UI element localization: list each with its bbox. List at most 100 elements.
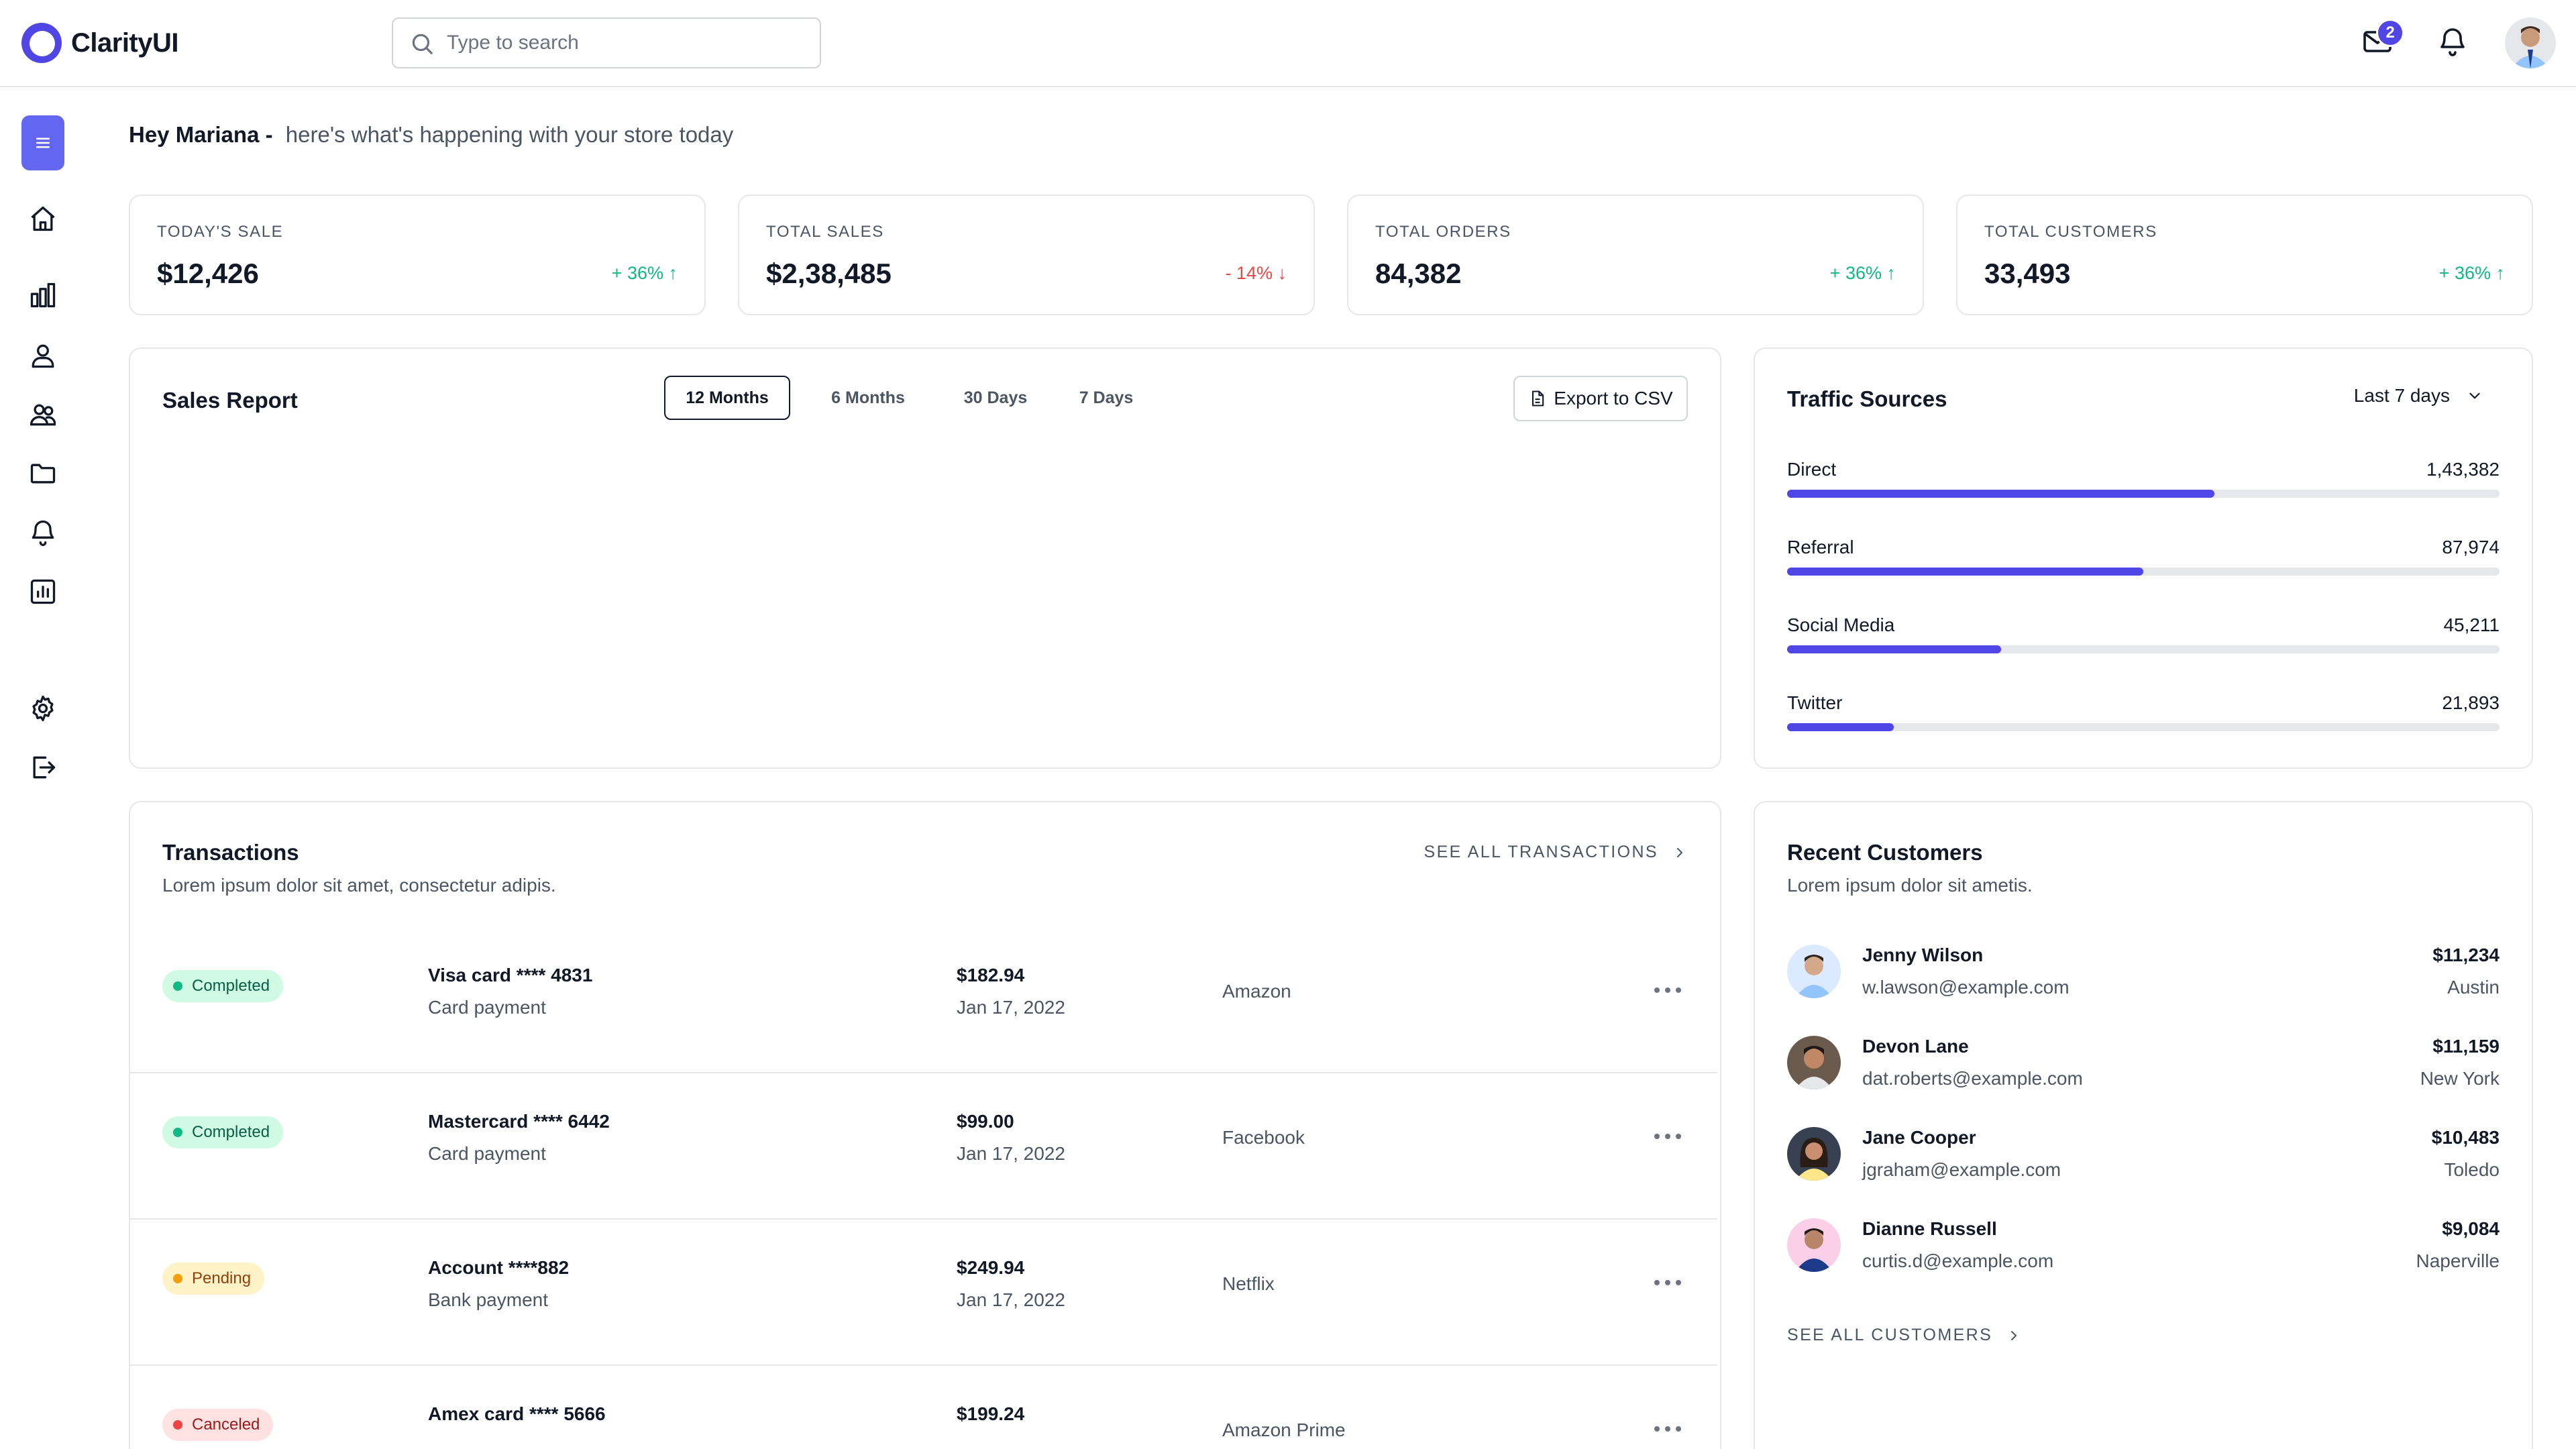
- transaction-method: Card payment: [428, 1143, 546, 1164]
- transaction-merchant: Amazon: [1222, 981, 1291, 1002]
- sidebar-toggle-button[interactable]: [21, 115, 64, 170]
- traffic-value: 1,43,382: [2426, 459, 2500, 480]
- traffic-label: Social Media: [1787, 614, 1895, 635]
- customer-city: Austin: [2447, 977, 2500, 998]
- transaction-row[interactable]: Pending Account ****882 Bank payment $24…: [130, 1220, 1717, 1366]
- stat-change-text: + 36%: [611, 263, 663, 283]
- period-dropdown[interactable]: Last 7 days: [2354, 385, 2483, 407]
- status-badge: Pending: [162, 1263, 265, 1295]
- traffic-value: 21,893: [2442, 692, 2500, 713]
- bar-chart-icon[interactable]: [28, 280, 58, 310]
- customer-email: jgraham@example.com: [1862, 1159, 2061, 1180]
- transaction-card: Amex card **** 5666: [428, 1403, 606, 1424]
- transaction-date: Jan 17, 2022: [957, 1143, 1065, 1164]
- customers-title: Recent Customers: [1787, 840, 1983, 865]
- stat-card-total-orders: TOTAL ORDERS 84,382 + 36% ↑: [1347, 195, 1924, 315]
- see-all-transactions-link[interactable]: SEE ALL TRANSACTIONS: [1424, 843, 1688, 862]
- users-icon[interactable]: [28, 400, 58, 429]
- file-icon: [1532, 390, 1544, 407]
- logo[interactable]: ClarityUI: [20, 21, 179, 64]
- more-options-icon[interactable]: [1653, 1131, 1682, 1142]
- home-icon[interactable]: [28, 204, 58, 233]
- search-box[interactable]: [392, 17, 821, 68]
- traffic-sources-card: Traffic Sources Last 7 days Direct 1,43,…: [1754, 347, 2533, 769]
- transaction-row[interactable]: Canceled Amex card **** 5666 $199.24 Ama…: [130, 1366, 1717, 1449]
- menu-icon: [36, 138, 50, 148]
- search-input[interactable]: [447, 19, 809, 67]
- user-icon[interactable]: [28, 341, 58, 370]
- see-all-customers-link[interactable]: SEE ALL CUSTOMERS: [1787, 1326, 2022, 1345]
- range-tab-7-days[interactable]: 7 Days: [1079, 388, 1134, 407]
- traffic-bar-fill: [1787, 490, 2215, 498]
- status-dot: [173, 1420, 182, 1430]
- settings-icon[interactable]: [28, 694, 58, 723]
- stat-label: TOTAL ORDERS: [1375, 223, 1511, 241]
- stat-change: - 14% ↓: [1225, 263, 1287, 284]
- folder-icon[interactable]: [28, 459, 58, 488]
- customer-name: Jane Cooper: [1862, 1127, 1976, 1148]
- transaction-amount: $99.00: [957, 1111, 1014, 1132]
- transaction-row[interactable]: Completed Visa card **** 4831 Card payme…: [130, 927, 1717, 1073]
- traffic-bar-track: [1787, 490, 2500, 498]
- transaction-date: Jan 17, 2022: [957, 997, 1065, 1018]
- customer-row[interactable]: Jenny Wilson w.lawson@example.com $11,23…: [1787, 945, 2500, 1012]
- bell-icon[interactable]: [2436, 25, 2469, 58]
- transaction-amount: $249.94: [957, 1257, 1025, 1278]
- customer-name: Devon Lane: [1862, 1036, 1969, 1057]
- range-tab-30-days[interactable]: 30 Days: [963, 388, 1028, 407]
- transaction-card: Visa card **** 4831: [428, 965, 593, 985]
- more-options-icon[interactable]: [1653, 1277, 1682, 1288]
- transaction-merchant: Facebook: [1222, 1127, 1305, 1148]
- status-badge: Completed: [162, 1116, 284, 1148]
- traffic-bar-track: [1787, 645, 2500, 653]
- export-csv-label: Export to CSV: [1554, 388, 1673, 409]
- arrow-down-icon: ↓: [1277, 263, 1287, 283]
- user-avatar-image: [2505, 17, 2556, 68]
- customer-row[interactable]: Devon Lane dat.roberts@example.com $11,1…: [1787, 1036, 2500, 1103]
- notifications-icon[interactable]: [28, 518, 58, 547]
- traffic-row-social-media: Social Media 45,211: [1787, 614, 2500, 668]
- stat-value: 84,382: [1375, 258, 1462, 289]
- stat-change-text: - 14%: [1225, 263, 1273, 283]
- customer-row[interactable]: Jane Cooper jgraham@example.com $10,483 …: [1787, 1127, 2500, 1194]
- customer-amount: $11,234: [2432, 945, 2500, 965]
- customer-email: curtis.d@example.com: [1862, 1250, 2054, 1271]
- avatar: [1787, 1036, 1841, 1089]
- chevron-down-icon: [2469, 392, 2480, 399]
- more-options-icon[interactable]: [1653, 985, 1682, 996]
- avatar-image: [1787, 1036, 1841, 1089]
- traffic-bar-fill: [1787, 645, 2001, 653]
- stat-card-total-customers: TOTAL CUSTOMERS 33,493 + 36% ↑: [1956, 195, 2533, 315]
- avatar: [1787, 1218, 1841, 1272]
- user-avatar[interactable]: [2505, 17, 2556, 68]
- more-options-icon[interactable]: [1653, 1424, 1682, 1434]
- mail-count-badge: 2: [2376, 19, 2404, 47]
- traffic-label: Referral: [1787, 537, 1854, 557]
- traffic-bar-fill: [1787, 568, 2143, 576]
- export-csv-button[interactable]: Export to CSV: [1513, 376, 1688, 421]
- transaction-date: Jan 17, 2022: [957, 1289, 1065, 1310]
- transaction-row[interactable]: Completed Mastercard **** 6442 Card paym…: [130, 1073, 1717, 1220]
- sales-chart-area: [162, 449, 1688, 741]
- range-tab-6-months[interactable]: 6 Months: [831, 388, 905, 407]
- period-dropdown-value: Last 7 days: [2353, 385, 2450, 406]
- arrow-up-icon: ↑: [1886, 263, 1896, 283]
- transaction-merchant: Amazon Prime: [1222, 1419, 1346, 1440]
- transactions-subtitle: Lorem ipsum dolor sit amet, consectetur …: [162, 875, 556, 896]
- traffic-label: Twitter: [1787, 692, 1843, 713]
- status-dot: [173, 1128, 182, 1137]
- arrow-up-icon: ↑: [2496, 263, 2506, 283]
- stat-value: $2,38,485: [766, 258, 892, 289]
- stat-change: + 36% ↑: [612, 263, 678, 284]
- customer-row[interactable]: Dianne Russell curtis.d@example.com $9,0…: [1787, 1218, 2500, 1285]
- range-tab-12-months[interactable]: 12 Months: [664, 376, 790, 420]
- sales-report-title: Sales Report: [162, 388, 298, 413]
- logout-icon[interactable]: [28, 753, 58, 782]
- transaction-card: Account ****882: [428, 1257, 570, 1278]
- report-icon[interactable]: [28, 577, 58, 606]
- logo-mark-icon: [21, 23, 62, 63]
- status-badge-label: Completed: [192, 977, 270, 995]
- avatar: [1787, 1127, 1841, 1181]
- avatar-image: [1787, 945, 1841, 998]
- traffic-bar-track: [1787, 723, 2500, 731]
